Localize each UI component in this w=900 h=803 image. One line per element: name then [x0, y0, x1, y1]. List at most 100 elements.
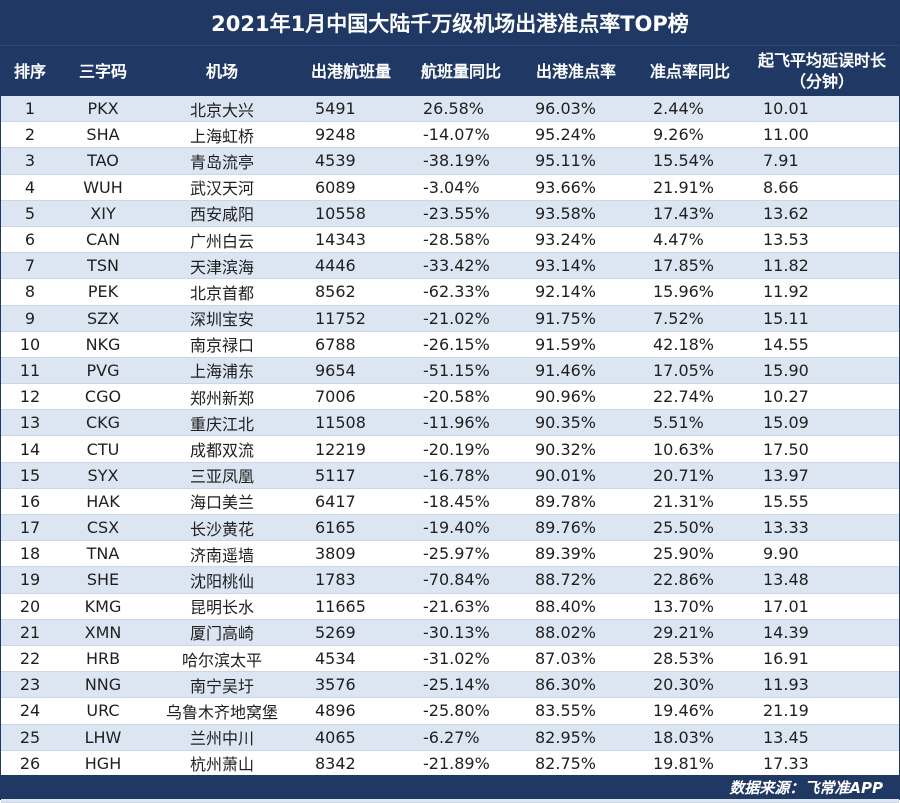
flights-yoy-cell: -62.33% — [405, 278, 517, 306]
flights-cell: 6417 — [297, 488, 405, 516]
table-row: 1 PKX 北京大兴 5491 26.58% 96.03% 2.44% 10.01 — [1, 96, 899, 123]
table-row: 7 TSN 天津滨海 4446 -33.42% 93.14% 17.85% 11.82 — [1, 252, 899, 280]
avg-delay-cell: 21.19 — [745, 697, 899, 725]
column-header-code: 三字码 — [59, 45, 147, 96]
flights-cell: 5117 — [297, 462, 405, 489]
avg-delay-cell: 15.55 — [745, 488, 899, 516]
flights-yoy-cell: -11.96% — [405, 409, 517, 437]
table-row: 12 CGO 郑州新郑 7006 -20.58% 90.96% 22.74% 10.27 — [1, 383, 899, 411]
avg-delay-cell: 10.01 — [745, 96, 899, 123]
flights-cell: 8562 — [297, 278, 405, 306]
code-cell: PKX — [59, 96, 147, 123]
ontime-yoy-cell: 19.81% — [635, 750, 745, 777]
flights-cell: 4446 — [297, 252, 405, 280]
ontime-rate-cell: 89.78% — [517, 488, 635, 516]
ontime-yoy-cell: 28.53% — [635, 645, 745, 673]
ontime-rate-cell: 82.95% — [517, 724, 635, 751]
table-row: 15 SYX 三亚凤凰 5117 -16.78% 90.01% 20.71% 13.97 — [1, 462, 899, 489]
avg-delay-cell: 13.62 — [745, 200, 899, 227]
rank-cell: 24 — [1, 697, 59, 725]
code-cell: XMN — [59, 619, 147, 646]
code-cell: HGH — [59, 750, 147, 777]
ranking-table: 排序 三字码 机场 出港航班量 航班量同比 出港准点率 准点率同比 起飞平均延误时长（分钟） … — [1, 45, 899, 803]
table-row: 17 CSX 长沙黄花 6165 -19.40% 89.76% 25.50% 13.33 — [1, 514, 899, 542]
ontime-rate-cell: 92.14% — [517, 278, 635, 306]
airport-cell: 深圳宝安 — [147, 305, 297, 332]
flights-cell: 6165 — [297, 514, 405, 542]
avg-delay-cell: 13.48 — [745, 566, 899, 594]
rank-cell: 21 — [1, 619, 59, 646]
flights-yoy-cell: -33.42% — [405, 252, 517, 280]
ontime-rate-cell: 93.14% — [517, 252, 635, 280]
flights-cell: 4065 — [297, 724, 405, 751]
ontime-rate-cell: 86.30% — [517, 671, 635, 699]
rank-cell: 3 — [1, 147, 59, 175]
table-row: 3 TAO 青岛流亭 4539 -38.19% 95.11% 15.54% 7.91 — [1, 147, 899, 175]
flights-yoy-cell: -30.13% — [405, 619, 517, 646]
flights-yoy-cell: -26.15% — [405, 331, 517, 358]
rank-cell: 16 — [1, 488, 59, 516]
code-cell: NKG — [59, 331, 147, 358]
avg-delay-cell: 17.50 — [745, 435, 899, 463]
code-cell: SHE — [59, 566, 147, 594]
ontime-rate-cell: 82.75% — [517, 750, 635, 777]
flights-yoy-cell: -20.58% — [405, 383, 517, 411]
avg-delay-cell: 9.90 — [745, 540, 899, 568]
flights-yoy-cell: -25.14% — [405, 671, 517, 699]
table-body: 1 PKX 北京大兴 5491 26.58% 96.03% 2.44% 10.01 2 SHA 上海… — [1, 96, 899, 803]
rank-cell: 18 — [1, 540, 59, 568]
rank-cell: 12 — [1, 383, 59, 411]
ontime-rate-cell: 93.66% — [517, 174, 635, 201]
column-header-ontime-yoy: 准点率同比 — [635, 45, 745, 96]
flights-cell: 9654 — [297, 357, 405, 385]
ontime-yoy-cell: 19.46% — [635, 697, 745, 725]
rank-cell: 13 — [1, 409, 59, 437]
avg-delay-cell: 17.01 — [745, 593, 899, 620]
table-row: 18 TNA 济南遥墙 3809 -25.97% 89.39% 25.90% 9.90 — [1, 540, 899, 568]
ontime-yoy-cell: 21.91% — [635, 174, 745, 201]
code-cell: CKG — [59, 409, 147, 437]
code-cell: PEK — [59, 278, 147, 306]
avg-delay-cell: 13.33 — [745, 514, 899, 542]
ontime-yoy-cell: 22.74% — [635, 383, 745, 411]
code-cell: NNG — [59, 671, 147, 699]
column-header-avg-delay: 起飞平均延误时长（分钟） — [745, 45, 899, 96]
airport-cell: 海口美兰 — [147, 488, 297, 516]
ontime-yoy-cell: 20.71% — [635, 462, 745, 489]
code-cell: SHA — [59, 121, 147, 149]
flights-yoy-cell: -16.78% — [405, 462, 517, 489]
flights-cell: 14343 — [297, 226, 405, 254]
ontime-yoy-cell: 20.30% — [635, 671, 745, 699]
avg-delay-cell: 7.91 — [745, 147, 899, 175]
ontime-rate-cell: 87.03% — [517, 645, 635, 673]
avg-delay-cell: 17.33 — [745, 750, 899, 777]
flights-yoy-cell: -21.63% — [405, 593, 517, 620]
ontime-rate-cell: 83.55% — [517, 697, 635, 725]
airport-cell: 三亚凤凰 — [147, 462, 297, 489]
table-row: 11 PVG 上海浦东 9654 -51.15% 91.46% 17.05% 15.90 — [1, 357, 899, 385]
table-row: 13 CKG 重庆江北 11508 -11.96% 90.35% 5.51% 15.09 — [1, 409, 899, 437]
code-cell: CSX — [59, 514, 147, 542]
table-row: 19 SHE 沈阳桃仙 1783 -70.84% 88.72% 22.86% 13.48 — [1, 566, 899, 594]
code-cell: URC — [59, 697, 147, 725]
code-cell: KMG — [59, 593, 147, 620]
table-header-row: 排序 三字码 机场 出港航班量 航班量同比 出港准点率 准点率同比 起飞平均延误时长（分钟） — [1, 45, 899, 96]
ontime-rate-cell: 91.59% — [517, 331, 635, 358]
rank-cell: 8 — [1, 278, 59, 306]
avg-delay-cell: 11.93 — [745, 671, 899, 699]
rank-cell: 17 — [1, 514, 59, 542]
ontime-rate-cell: 88.72% — [517, 566, 635, 594]
code-cell: CAN — [59, 226, 147, 254]
code-cell: WUH — [59, 174, 147, 201]
code-cell: SZX — [59, 305, 147, 332]
airport-cell: 重庆江北 — [147, 409, 297, 437]
airport-cell: 长沙黄花 — [147, 514, 297, 542]
ontime-yoy-cell: 17.43% — [635, 200, 745, 227]
source-footer: 数据来源：飞常准APP — [1, 775, 899, 799]
flights-yoy-cell: -19.40% — [405, 514, 517, 542]
ontime-yoy-cell: 22.86% — [635, 566, 745, 594]
ontime-rate-cell: 88.40% — [517, 593, 635, 620]
ontime-yoy-cell: 5.51% — [635, 409, 745, 437]
ontime-yoy-cell: 9.26% — [635, 121, 745, 149]
